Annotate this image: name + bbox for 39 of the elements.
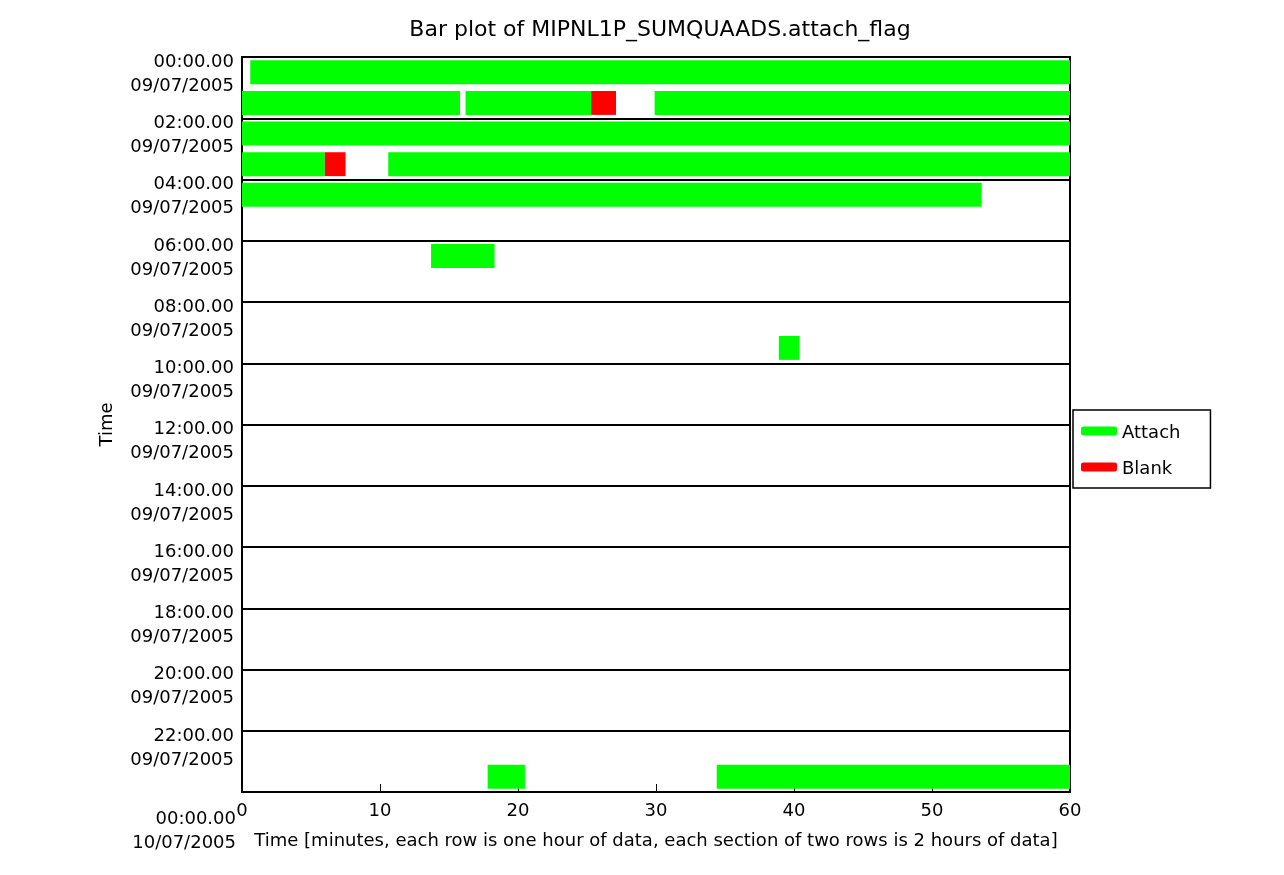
y-tick-label: 14:00.00 09/07/2005 (130, 478, 234, 524)
y-tick-label: 10:00.00 09/07/2005 (130, 356, 234, 402)
x-tick-label: 30 (644, 798, 668, 820)
bar (465, 90, 592, 115)
y-axis-title: Time (94, 402, 116, 448)
bar (388, 152, 1070, 177)
bar (778, 335, 800, 360)
y-tick-label: 20:00.00 09/07/2005 (130, 662, 234, 708)
y-tick-label: 06:00.00 09/07/2005 (130, 233, 234, 279)
x-tick-label: 50 (920, 798, 944, 820)
x-tick-label: 20 (506, 798, 530, 820)
legend-label: Attach (1122, 420, 1181, 442)
bar (242, 152, 325, 177)
x-tick-label: 10 (368, 798, 392, 820)
bar (250, 60, 1070, 85)
y-tick-label: 18:00.00 09/07/2005 (130, 601, 234, 647)
chart-title: Bar plot of MIPNL1P_SUMQUAADS.attach_flag (409, 15, 911, 42)
x-tick-label: 60 (1058, 798, 1082, 820)
y-tick-label: 04:00.00 09/07/2005 (130, 172, 234, 218)
bar (324, 152, 346, 177)
y-tick-label: 08:00.00 09/07/2005 (130, 294, 234, 340)
y-tick-label: 16:00.00 09/07/2005 (130, 539, 234, 585)
bar (242, 121, 1070, 146)
bar (487, 764, 525, 789)
x-tick-label: 0 (236, 798, 248, 820)
x-tick-label: 40 (782, 798, 806, 820)
y-tick-label: 02:00.00 09/07/2005 (130, 111, 234, 157)
x-axis-title: Time [minutes, each row is one hour of data, each section of two rows is 2 hours of data] (253, 828, 1058, 850)
y-tick-label: 00:00.00 09/07/2005 (130, 49, 234, 95)
bar (431, 244, 495, 269)
text: 00:00.00 10/07/2005 (132, 806, 236, 852)
bar (591, 90, 616, 115)
bar (242, 90, 461, 115)
legend-label: Blank (1122, 456, 1173, 478)
bar (654, 90, 1070, 115)
y-tick-label: 22:00.00 09/07/2005 (130, 723, 234, 769)
bar (716, 764, 1070, 789)
y-tick-label: 12:00.00 09/07/2005 (130, 417, 234, 463)
bar (242, 182, 982, 207)
